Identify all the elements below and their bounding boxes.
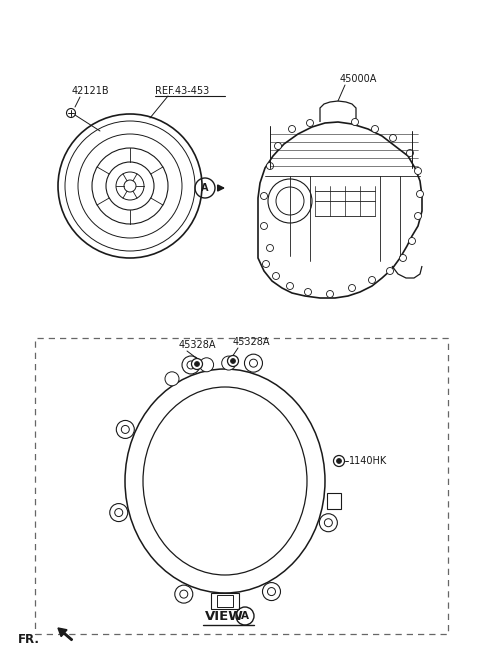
Circle shape: [187, 361, 195, 369]
Circle shape: [386, 268, 394, 274]
Circle shape: [110, 504, 128, 522]
Circle shape: [408, 237, 416, 245]
Text: 45328A: 45328A: [233, 337, 271, 347]
Text: 45000A: 45000A: [340, 74, 377, 84]
Circle shape: [230, 358, 236, 363]
Bar: [217, 595, 233, 607]
Circle shape: [116, 420, 134, 438]
Text: VIEW: VIEW: [205, 609, 244, 623]
Bar: [327, 493, 341, 509]
Circle shape: [261, 192, 267, 199]
Text: FR.: FR.: [18, 633, 40, 646]
Circle shape: [287, 283, 293, 289]
Circle shape: [417, 190, 423, 197]
Circle shape: [228, 356, 239, 367]
Circle shape: [266, 163, 274, 169]
Circle shape: [307, 119, 313, 127]
Circle shape: [261, 222, 267, 230]
Circle shape: [115, 508, 123, 516]
Bar: [211, 593, 239, 609]
Circle shape: [222, 356, 236, 370]
Text: A: A: [201, 183, 209, 193]
Circle shape: [175, 585, 193, 603]
Circle shape: [348, 285, 356, 291]
Circle shape: [200, 358, 214, 372]
Text: 45328A: 45328A: [179, 340, 216, 350]
Circle shape: [273, 272, 279, 279]
Text: 1140HK: 1140HK: [349, 456, 387, 466]
Circle shape: [319, 514, 337, 532]
Circle shape: [369, 276, 375, 283]
Circle shape: [334, 455, 345, 466]
Circle shape: [304, 289, 312, 295]
Circle shape: [326, 291, 334, 298]
Circle shape: [263, 260, 269, 268]
Circle shape: [121, 426, 129, 434]
Circle shape: [266, 245, 274, 251]
Circle shape: [192, 358, 203, 369]
Circle shape: [415, 213, 421, 220]
Circle shape: [250, 359, 257, 367]
Circle shape: [415, 167, 421, 174]
Circle shape: [399, 255, 407, 262]
Circle shape: [267, 588, 276, 596]
Circle shape: [263, 583, 280, 601]
Circle shape: [372, 125, 379, 133]
Text: A: A: [241, 611, 249, 621]
Circle shape: [244, 354, 263, 372]
Circle shape: [288, 125, 296, 133]
Text: REF.43-453: REF.43-453: [155, 86, 209, 96]
Circle shape: [165, 372, 179, 386]
Circle shape: [324, 519, 332, 527]
Circle shape: [67, 108, 75, 117]
Circle shape: [275, 142, 281, 150]
Circle shape: [182, 356, 200, 374]
Bar: [35, 338, 448, 634]
Circle shape: [407, 150, 413, 157]
Circle shape: [336, 459, 341, 464]
Circle shape: [389, 134, 396, 142]
Text: 42121B: 42121B: [72, 86, 109, 96]
Circle shape: [194, 361, 200, 367]
FancyArrow shape: [58, 628, 72, 640]
Circle shape: [180, 590, 188, 598]
Circle shape: [351, 119, 359, 125]
